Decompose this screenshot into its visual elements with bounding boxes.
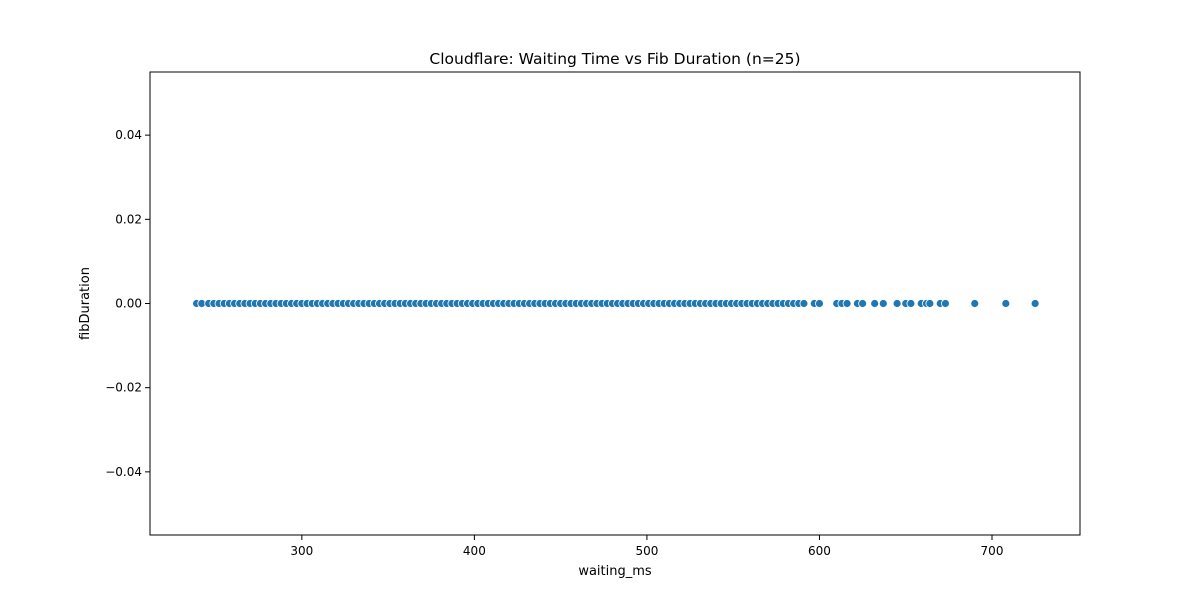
- x-tick-label: 400: [463, 544, 486, 558]
- scatter-point: [1001, 299, 1011, 308]
- scatter-point: [906, 299, 916, 308]
- scatter-point: [1030, 299, 1040, 308]
- ticks-layer: 300 400 500 600 700 −0.04 −0.02 0.00 0.02 0.04: [105, 128, 1003, 558]
- scatter-point: [815, 299, 824, 308]
- chart-title: Cloudflare: Waiting Time vs Fib Duration…: [429, 50, 800, 68]
- y-tick-label: 0.00: [115, 297, 142, 311]
- scatter-point: [941, 299, 950, 308]
- scatter-point: [970, 299, 980, 308]
- y-tick-label: −0.02: [105, 381, 142, 395]
- y-axis-label: fibDuration: [78, 267, 93, 340]
- scatter-point: [842, 299, 852, 308]
- points-layer: [192, 299, 1040, 308]
- scatter-point: [799, 299, 809, 308]
- scatter-point: [925, 299, 935, 308]
- x-tick-label: 600: [808, 544, 831, 558]
- scatter-point: [870, 299, 880, 308]
- x-tick-label: 500: [635, 544, 658, 558]
- y-tick-label: 0.04: [115, 128, 142, 142]
- x-axis-label: waiting_ms: [578, 564, 652, 579]
- x-tick-label: 300: [290, 544, 313, 558]
- scatter-point: [858, 299, 867, 308]
- y-tick-label: −0.04: [105, 465, 142, 479]
- y-tick-label: 0.02: [115, 212, 142, 226]
- scatter-point: [892, 299, 902, 308]
- x-tick-label: 700: [981, 544, 1004, 558]
- plot-frame: [149, 71, 1081, 536]
- scatter-point: [878, 299, 888, 308]
